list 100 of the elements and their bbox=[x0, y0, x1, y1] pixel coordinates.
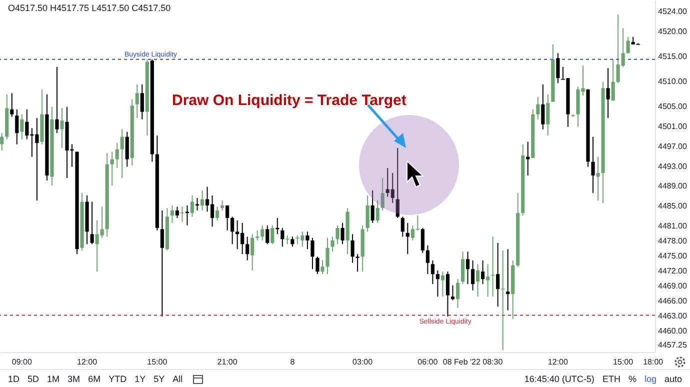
y-tick-label: 4520.00 bbox=[658, 26, 688, 36]
y-tick-label: 4463.00 bbox=[658, 312, 688, 321]
y-tick-label: 4493.00 bbox=[658, 162, 688, 171]
candlestick bbox=[380, 177, 384, 211]
candlestick bbox=[556, 52, 560, 84]
candlestick bbox=[246, 236, 250, 261]
candlestick bbox=[340, 222, 344, 245]
candlestick bbox=[426, 244, 430, 275]
candlestick bbox=[406, 222, 410, 255]
y-tick-label: 4524.00 bbox=[658, 6, 688, 16]
candlestick bbox=[140, 84, 144, 120]
text: ETH bbox=[602, 374, 620, 384]
candlestick bbox=[55, 66, 59, 134]
candlestick bbox=[476, 264, 480, 298]
candlestick bbox=[480, 260, 485, 285]
text: 1M bbox=[47, 374, 60, 384]
candlestick bbox=[526, 141, 530, 176]
text: 1Y bbox=[134, 374, 146, 384]
candlestick bbox=[396, 148, 400, 218]
y-tick-label: 4475.00 bbox=[658, 252, 688, 261]
candlestick bbox=[316, 256, 320, 275]
candlestick bbox=[436, 270, 440, 298]
text: % bbox=[628, 374, 636, 384]
y-tick-label: 4515.00 bbox=[658, 52, 688, 61]
candlestick bbox=[470, 260, 475, 291]
text: 1D bbox=[8, 374, 20, 384]
y-tick-label: 4460.00 bbox=[658, 326, 688, 336]
y-tick-label: 4489.00 bbox=[658, 182, 688, 191]
candlestick bbox=[190, 194, 194, 218]
candlestick bbox=[400, 216, 404, 238]
candlestick bbox=[120, 128, 124, 178]
candlestick bbox=[440, 271, 445, 298]
text: 5D bbox=[28, 374, 40, 384]
candlestick bbox=[15, 108, 19, 145]
y-tick-label: 4478.00 bbox=[658, 236, 688, 246]
x-tick-label: 06:00 bbox=[418, 358, 438, 366]
candlestick bbox=[450, 284, 455, 301]
candlestick bbox=[376, 200, 380, 224]
candlestick bbox=[110, 151, 114, 186]
candlestick bbox=[366, 194, 370, 232]
y-tick-label: 4457.25 bbox=[658, 340, 688, 350]
candlestick bbox=[230, 216, 234, 245]
candlestick bbox=[200, 190, 204, 211]
candlestick bbox=[0, 132, 4, 152]
candlestick bbox=[175, 206, 180, 218]
y-tick-label: 4510.00 bbox=[658, 76, 688, 86]
candlestick bbox=[420, 227, 424, 254]
candlestick bbox=[466, 251, 470, 285]
candlestick bbox=[430, 260, 434, 285]
candlestick bbox=[541, 84, 545, 130]
chart-subtitle: O4517.50 H4517.75 L4517.50 C4517.50 bbox=[8, 3, 171, 13]
candlestick bbox=[456, 278, 460, 308]
text: YTD bbox=[108, 374, 127, 384]
x-tick-label: 09:00 bbox=[12, 358, 32, 366]
candlestick bbox=[496, 242, 500, 308]
x-tick-label: 08 Feb '22 08:30 bbox=[442, 358, 504, 366]
candlestick bbox=[446, 271, 450, 318]
y-tick-label: 4505.00 bbox=[658, 102, 688, 111]
candlestick bbox=[356, 254, 360, 272]
candlestick bbox=[20, 114, 24, 140]
y-tick-label: 4501.00 bbox=[658, 122, 688, 131]
x-tick-label: 12:00 bbox=[77, 358, 98, 366]
candlestick bbox=[350, 234, 354, 264]
candlestick bbox=[160, 210, 164, 318]
candlestick bbox=[260, 224, 264, 241]
text: 3M bbox=[68, 374, 80, 384]
candlestick bbox=[170, 204, 174, 224]
candlestick bbox=[506, 248, 510, 311]
candlestick bbox=[626, 36, 630, 54]
text: 16:45:40 (UTC-5) bbox=[524, 374, 594, 384]
candlestick bbox=[330, 236, 334, 252]
y-tick-label: 4466.00 bbox=[658, 296, 688, 306]
candlestick bbox=[611, 58, 615, 102]
candlestick bbox=[10, 92, 14, 118]
candlestick bbox=[90, 201, 94, 245]
candlestick bbox=[270, 224, 274, 245]
x-tick-label: 15:00 bbox=[147, 358, 168, 366]
candlestick bbox=[60, 108, 64, 149]
x-tick-label: 18:00 bbox=[643, 358, 664, 366]
candlestick bbox=[250, 234, 254, 271]
candlestick bbox=[336, 224, 340, 245]
candlestick bbox=[185, 204, 190, 226]
candlestick bbox=[591, 136, 595, 194]
candlestick bbox=[125, 131, 129, 168]
y-tick-label: 4481.00 bbox=[658, 222, 688, 231]
candlestick bbox=[536, 96, 540, 120]
x-tick-label: 12:00 bbox=[548, 358, 568, 366]
candlestick bbox=[290, 236, 294, 248]
y-tick-label: 4469.00 bbox=[658, 282, 688, 291]
candlestick bbox=[370, 190, 374, 224]
candlestick bbox=[135, 84, 139, 119]
candlestick bbox=[596, 156, 600, 201]
candlestick bbox=[606, 68, 610, 119]
y-tick-label: 4472.00 bbox=[658, 266, 688, 276]
candlestick bbox=[280, 227, 284, 248]
text: auto bbox=[664, 374, 682, 384]
candlestick bbox=[326, 237, 330, 275]
candlestick bbox=[220, 200, 224, 211]
text: 5Y bbox=[154, 374, 165, 384]
candlestick bbox=[486, 264, 490, 298]
